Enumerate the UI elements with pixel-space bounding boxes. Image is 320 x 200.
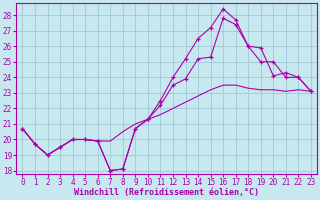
X-axis label: Windchill (Refroidissement éolien,°C): Windchill (Refroidissement éolien,°C) [74, 188, 259, 197]
